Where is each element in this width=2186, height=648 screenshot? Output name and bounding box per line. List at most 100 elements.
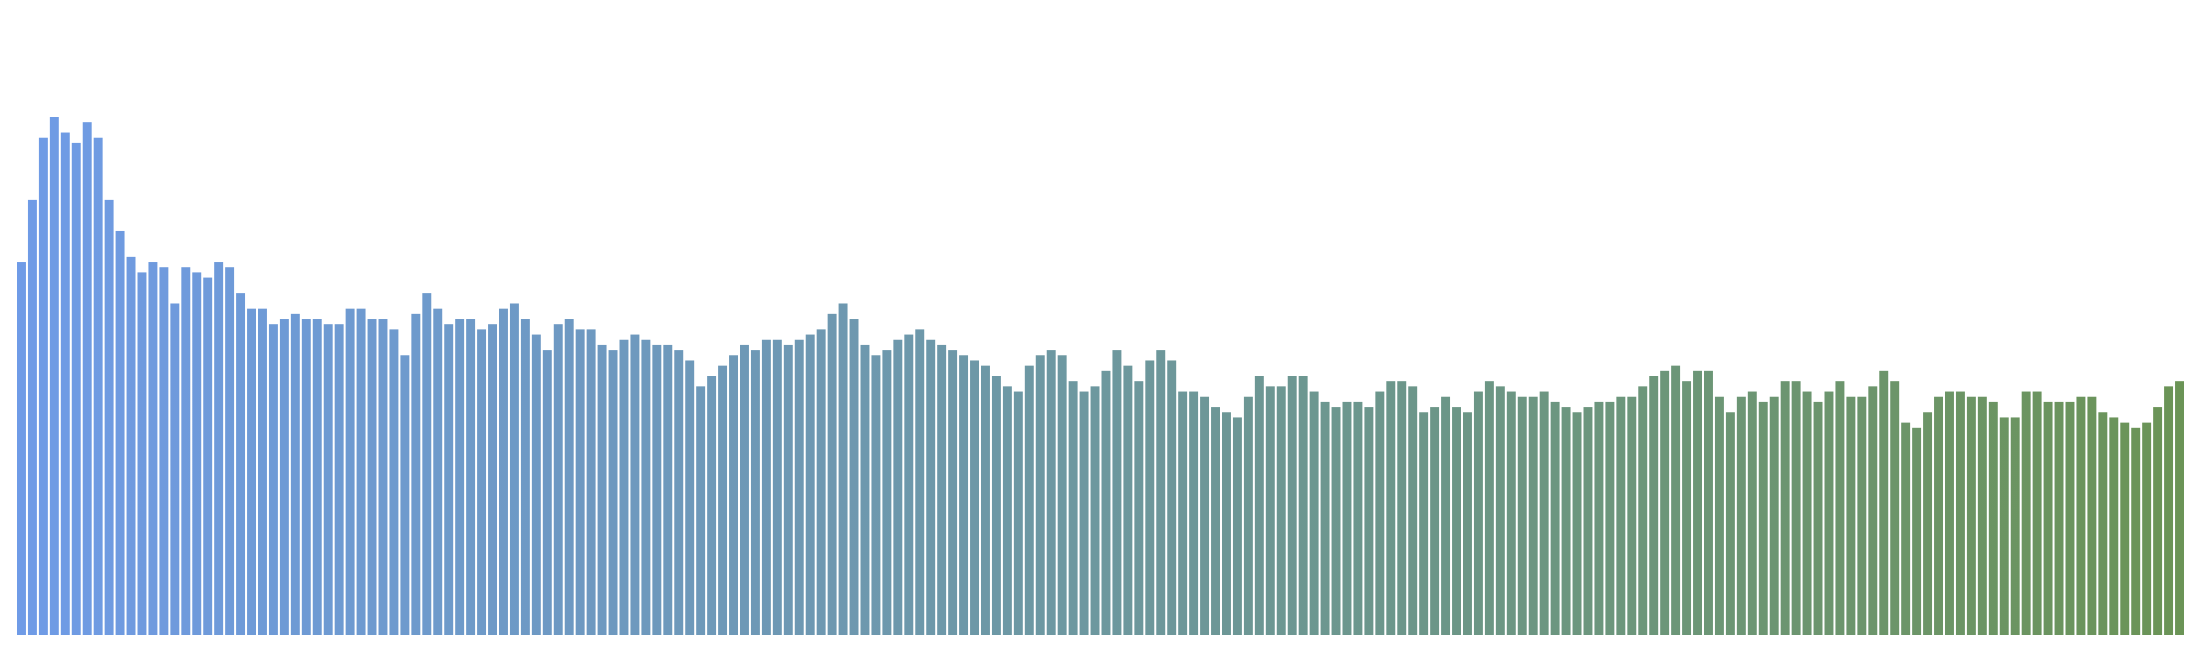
bar (60, 132, 70, 636)
bar (1682, 381, 1692, 635)
bar (466, 319, 476, 635)
bar (225, 267, 235, 635)
bar (948, 350, 958, 635)
bar (1835, 381, 1845, 635)
bar (1057, 355, 1067, 635)
bar (805, 334, 815, 635)
bar (1156, 350, 1166, 635)
bar (2098, 412, 2108, 635)
bar (1046, 350, 1056, 635)
bar (926, 339, 936, 635)
bar (115, 230, 125, 635)
bar (1276, 386, 1286, 635)
bar (772, 339, 782, 635)
bar (1879, 370, 1889, 635)
bar (1211, 407, 1220, 635)
bar (126, 256, 136, 635)
bar (597, 344, 607, 635)
bar (1079, 391, 1089, 635)
bar (192, 272, 202, 635)
bar (1605, 401, 1615, 635)
bar (991, 376, 1001, 635)
bar (1649, 376, 1659, 635)
bar (433, 308, 443, 635)
bar (1934, 396, 1943, 635)
bar (1145, 360, 1155, 635)
bar (17, 262, 26, 635)
bar (1243, 396, 1253, 635)
bar (137, 272, 147, 635)
bar (1189, 391, 1199, 635)
bar (531, 334, 541, 635)
bar (1232, 417, 1242, 635)
bar (630, 334, 640, 635)
bar (1287, 376, 1297, 635)
bar (1200, 396, 1210, 635)
bar (38, 137, 48, 635)
bar (1846, 396, 1856, 635)
bar (334, 324, 344, 635)
bar (82, 122, 92, 636)
bar (104, 199, 114, 635)
bar (1780, 381, 1790, 635)
bar (2043, 401, 2053, 635)
bar (783, 344, 793, 635)
bar (1112, 350, 1122, 635)
bar (1988, 401, 1998, 635)
bar (586, 329, 596, 635)
bar (1375, 391, 1385, 635)
bar (258, 308, 267, 635)
bar (849, 319, 859, 635)
bar (816, 329, 826, 635)
bar (488, 324, 497, 635)
bar (400, 355, 410, 635)
bar (27, 199, 37, 635)
bar (970, 360, 979, 635)
bar (1999, 417, 2009, 635)
bar (499, 308, 508, 635)
bar (904, 334, 914, 635)
bar (860, 344, 870, 635)
bar (422, 293, 432, 635)
bar (794, 339, 804, 635)
bar (553, 324, 563, 635)
bar (2164, 386, 2174, 635)
bar (323, 324, 333, 635)
bar (2142, 422, 2152, 635)
bar (663, 344, 673, 635)
bar (1035, 355, 1045, 635)
bar (1824, 391, 1834, 635)
bar (619, 339, 629, 635)
bar (1309, 391, 1319, 635)
bar (71, 142, 81, 635)
bar (1298, 376, 1308, 635)
bar (1452, 407, 1461, 635)
bar (1331, 407, 1341, 635)
bar (236, 293, 246, 635)
bar (2120, 422, 2130, 635)
bar (279, 319, 289, 635)
bar (477, 329, 487, 635)
bar (2109, 417, 2119, 635)
bar (1813, 401, 1823, 635)
bar (509, 303, 519, 635)
bar (1342, 401, 1352, 635)
bar (1101, 370, 1111, 635)
bar (1068, 381, 1078, 635)
bar (729, 355, 738, 635)
bar (564, 319, 574, 635)
bar (1167, 360, 1177, 635)
bar (1616, 396, 1626, 635)
bar (981, 365, 990, 635)
bar (707, 376, 717, 635)
bar (827, 313, 837, 635)
bar (214, 262, 224, 635)
bar (2054, 401, 2064, 635)
bar (2175, 381, 2184, 635)
bar (2010, 417, 2020, 635)
bar (1627, 396, 1637, 635)
bar (1463, 412, 1472, 635)
bar (1484, 381, 1494, 635)
bar (1441, 396, 1451, 635)
